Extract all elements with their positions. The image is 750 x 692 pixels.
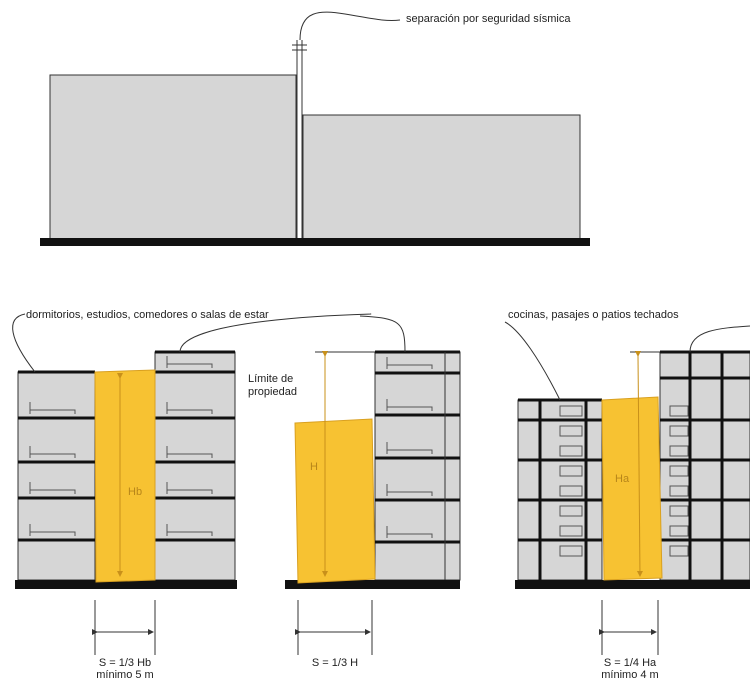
label: dormitorios, estudios, comedores o salas… [26,309,269,321]
furniture [166,446,213,458]
formula: S = 1/3 Hb [99,657,151,669]
fixture [559,525,583,537]
furniture [29,482,76,494]
separation-zone [94,369,156,583]
furniture [166,524,213,536]
ground [515,580,750,589]
minimum: mínimo 5 m [96,669,153,681]
ground [15,580,237,589]
label: cocinas, pasajes o patios techados [508,309,679,321]
furniture [166,482,213,494]
fixture [559,545,583,557]
fixture [669,405,689,417]
furniture [386,442,433,454]
furniture [386,399,433,411]
height-label: Hb [128,486,142,498]
leader [504,321,561,401]
fixture [559,505,583,517]
ground [40,238,590,246]
building-right [302,114,581,241]
minimum: mínimo 4 m [601,669,658,681]
furniture [29,524,76,536]
building [17,371,96,581]
formula: S = 1/4 Ha [604,657,657,669]
fixture [559,485,583,497]
property-limit: propiedad [248,386,297,398]
label: separación por seguridad sísmica [406,13,571,25]
fixture [669,505,689,517]
section-3: Ha cocinas, pasajes o patios techados S … [504,309,750,681]
furniture [29,402,76,414]
furniture [29,446,76,458]
section-1: Hb dormitorios, estudios, comedores o sa… [12,309,371,681]
furniture [386,484,433,496]
fixture [559,465,583,477]
height-label: Ha [615,473,630,485]
fixture [669,445,689,457]
building [154,351,236,581]
height-label: H [310,461,318,473]
building [374,351,461,581]
top-diagram: separación por seguridad sísmica [40,11,590,246]
fixture [669,425,689,437]
fixture [669,485,689,497]
building-left [49,74,297,241]
fixture [559,405,583,417]
separation-zone [294,418,376,584]
fixture [559,425,583,437]
furniture [386,526,433,538]
fixture [559,445,583,457]
leader [299,11,401,41]
separation-zone [601,396,663,581]
height-dimension [634,350,643,577]
furniture [386,357,433,369]
fixture [669,525,689,537]
property-limit: Límite de [248,373,293,385]
leader [12,313,36,373]
leader [359,315,406,353]
fixture [669,465,689,477]
ground [285,580,460,589]
fixture [669,545,689,557]
furniture [166,356,213,368]
formula: S = 1/3 H [312,657,358,669]
section-2: H Límite de propiedad S = 1/3 H [248,315,461,669]
furniture [166,402,213,414]
leader [179,313,371,353]
leader [689,325,750,353]
